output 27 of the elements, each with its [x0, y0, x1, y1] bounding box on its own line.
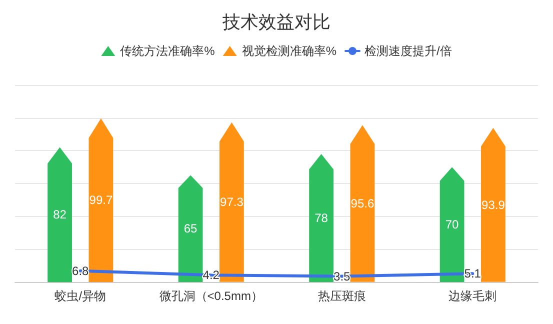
data-label: 82 — [53, 208, 67, 222]
data-label: 95.6 — [350, 196, 374, 211]
legend-label: 检测速度提升/倍 — [364, 44, 452, 58]
data-label: 3.5 — [334, 269, 351, 284]
bar — [481, 128, 506, 282]
x-tick-label: 热压斑痕 — [318, 289, 366, 303]
data-label: 97.3 — [220, 195, 244, 210]
bar — [178, 175, 203, 282]
x-tick-label: 微孔洞（<0.5mm） — [159, 289, 263, 303]
legend-label: 视觉检测准确率% — [242, 44, 337, 58]
legend-label: 传统方法准确率% — [120, 44, 216, 58]
bar — [309, 154, 334, 282]
data-label: 99.7 — [89, 193, 113, 208]
data-label: 70 — [445, 218, 460, 232]
bar — [220, 122, 244, 282]
bar — [440, 167, 464, 282]
bar — [88, 118, 114, 282]
data-label: 5.1 — [464, 266, 482, 281]
data-label: 78 — [314, 210, 328, 225]
data-label: 93.9 — [482, 198, 506, 212]
data-label: 6.8 — [72, 264, 90, 278]
data-label: 65 — [184, 222, 198, 236]
x-tick-label: 蛟虫/异物 — [54, 289, 106, 303]
chart-title: 技术效益对比 — [222, 12, 330, 32]
x-tick-label: 边缘毛刺 — [448, 289, 497, 303]
bar — [48, 147, 72, 282]
bar — [350, 125, 375, 282]
